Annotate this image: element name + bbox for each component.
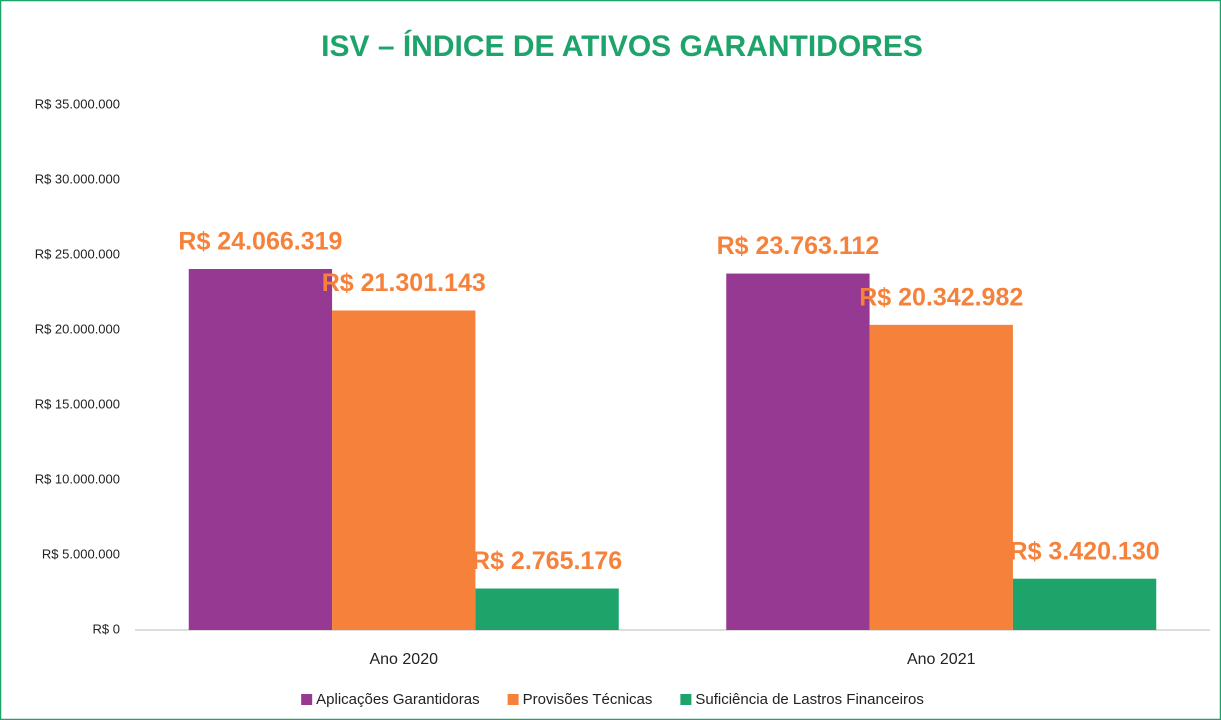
chart-title: ISV – ÍNDICE DE ATIVOS GARANTIDORES [321, 29, 923, 63]
bar [869, 324, 1013, 630]
legend-label: Suficiência de Lastros Financeiros [695, 691, 923, 708]
data-label: R$ 24.066.319 [178, 228, 342, 256]
legend-label: Provisões Técnicas [523, 691, 653, 708]
data-label: R$ 21.301.143 [322, 269, 486, 297]
y-tick-label: R$ 10.000.000 [35, 471, 120, 486]
y-tick-label: R$ 30.000.000 [35, 171, 120, 186]
data-label: R$ 3.420.130 [1010, 537, 1160, 565]
legend-swatch [301, 694, 313, 705]
data-label: R$ 20.342.982 [859, 283, 1023, 311]
bar [726, 273, 870, 630]
x-tick-label: Ano 2020 [369, 651, 438, 668]
y-tick-label: R$ 35.000.000 [35, 96, 120, 111]
x-tick-label: Ano 2021 [907, 651, 976, 668]
bar [475, 588, 619, 630]
y-tick-label: R$ 0 [93, 621, 120, 636]
legend-label: Aplicações Garantidoras [316, 691, 479, 708]
data-label: R$ 23.763.112 [717, 232, 880, 260]
bar [332, 310, 476, 630]
y-tick-label: R$ 15.000.000 [35, 396, 120, 411]
bar [1012, 578, 1157, 630]
y-tick-label: R$ 20.000.000 [35, 321, 120, 336]
y-tick-label: R$ 5.000.000 [42, 546, 120, 561]
legend-swatch [507, 694, 519, 705]
data-label: R$ 2.765.176 [472, 547, 622, 575]
legend-swatch [680, 694, 692, 705]
bar [188, 269, 333, 630]
y-tick-label: R$ 25.000.000 [35, 246, 120, 261]
